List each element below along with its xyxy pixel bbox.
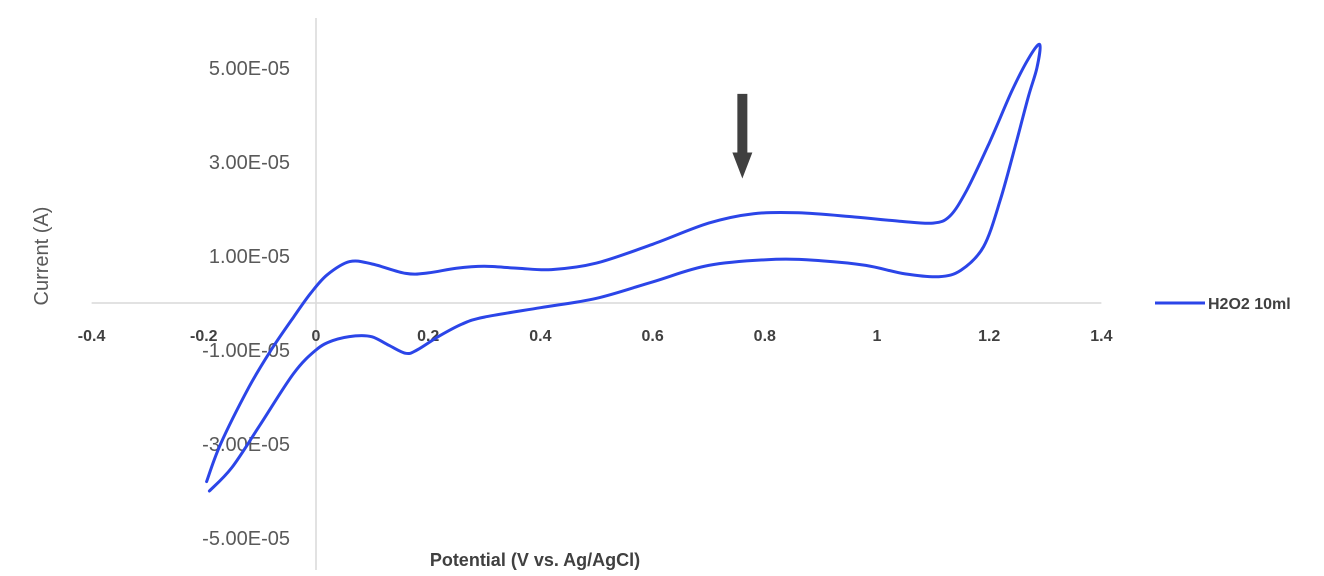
x-tick-label: 1.2 [978,328,1000,345]
x-tick-label: 0.4 [529,328,551,345]
x-tick-labels: -0.4 -0.2 0 0.2 0.4 0.6 0.8 1 1.2 1.4 [78,328,1113,345]
legend-label-h2o2: H2O2 10ml [1208,296,1291,313]
x-tick-label: 0.8 [754,328,776,345]
y-tick-label: 5.00E-05 [209,58,290,80]
annotation-layer [732,93,753,179]
series-layer [205,42,1042,493]
x-tick-label: 1.4 [1090,328,1112,345]
x-tick-label: -0.4 [78,328,106,345]
x-tick-label: 0.6 [641,328,663,345]
y-tick-label: 1.00E-05 [209,246,290,268]
x-tick-label: -0.2 [190,328,218,345]
y-tick-label: 3.00E-05 [209,152,290,174]
y-axis-title: Current (A) [31,207,53,306]
x-axis-title: Potential (V vs. Ag/AgCl) [430,550,640,570]
series-line-h2o2 [205,42,1042,493]
x-tick-label: 0 [312,328,321,345]
down-arrow-icon [732,93,753,179]
legend: H2O2 10ml [1155,296,1291,313]
axes [91,18,1102,570]
y-tick-label: -5.00E-05 [202,528,290,550]
y-tick-labels: 5.00E-053.00E-051.00E-05-1.00E-05-3.00E-… [202,58,290,550]
x-tick-label: 1 [873,328,882,345]
